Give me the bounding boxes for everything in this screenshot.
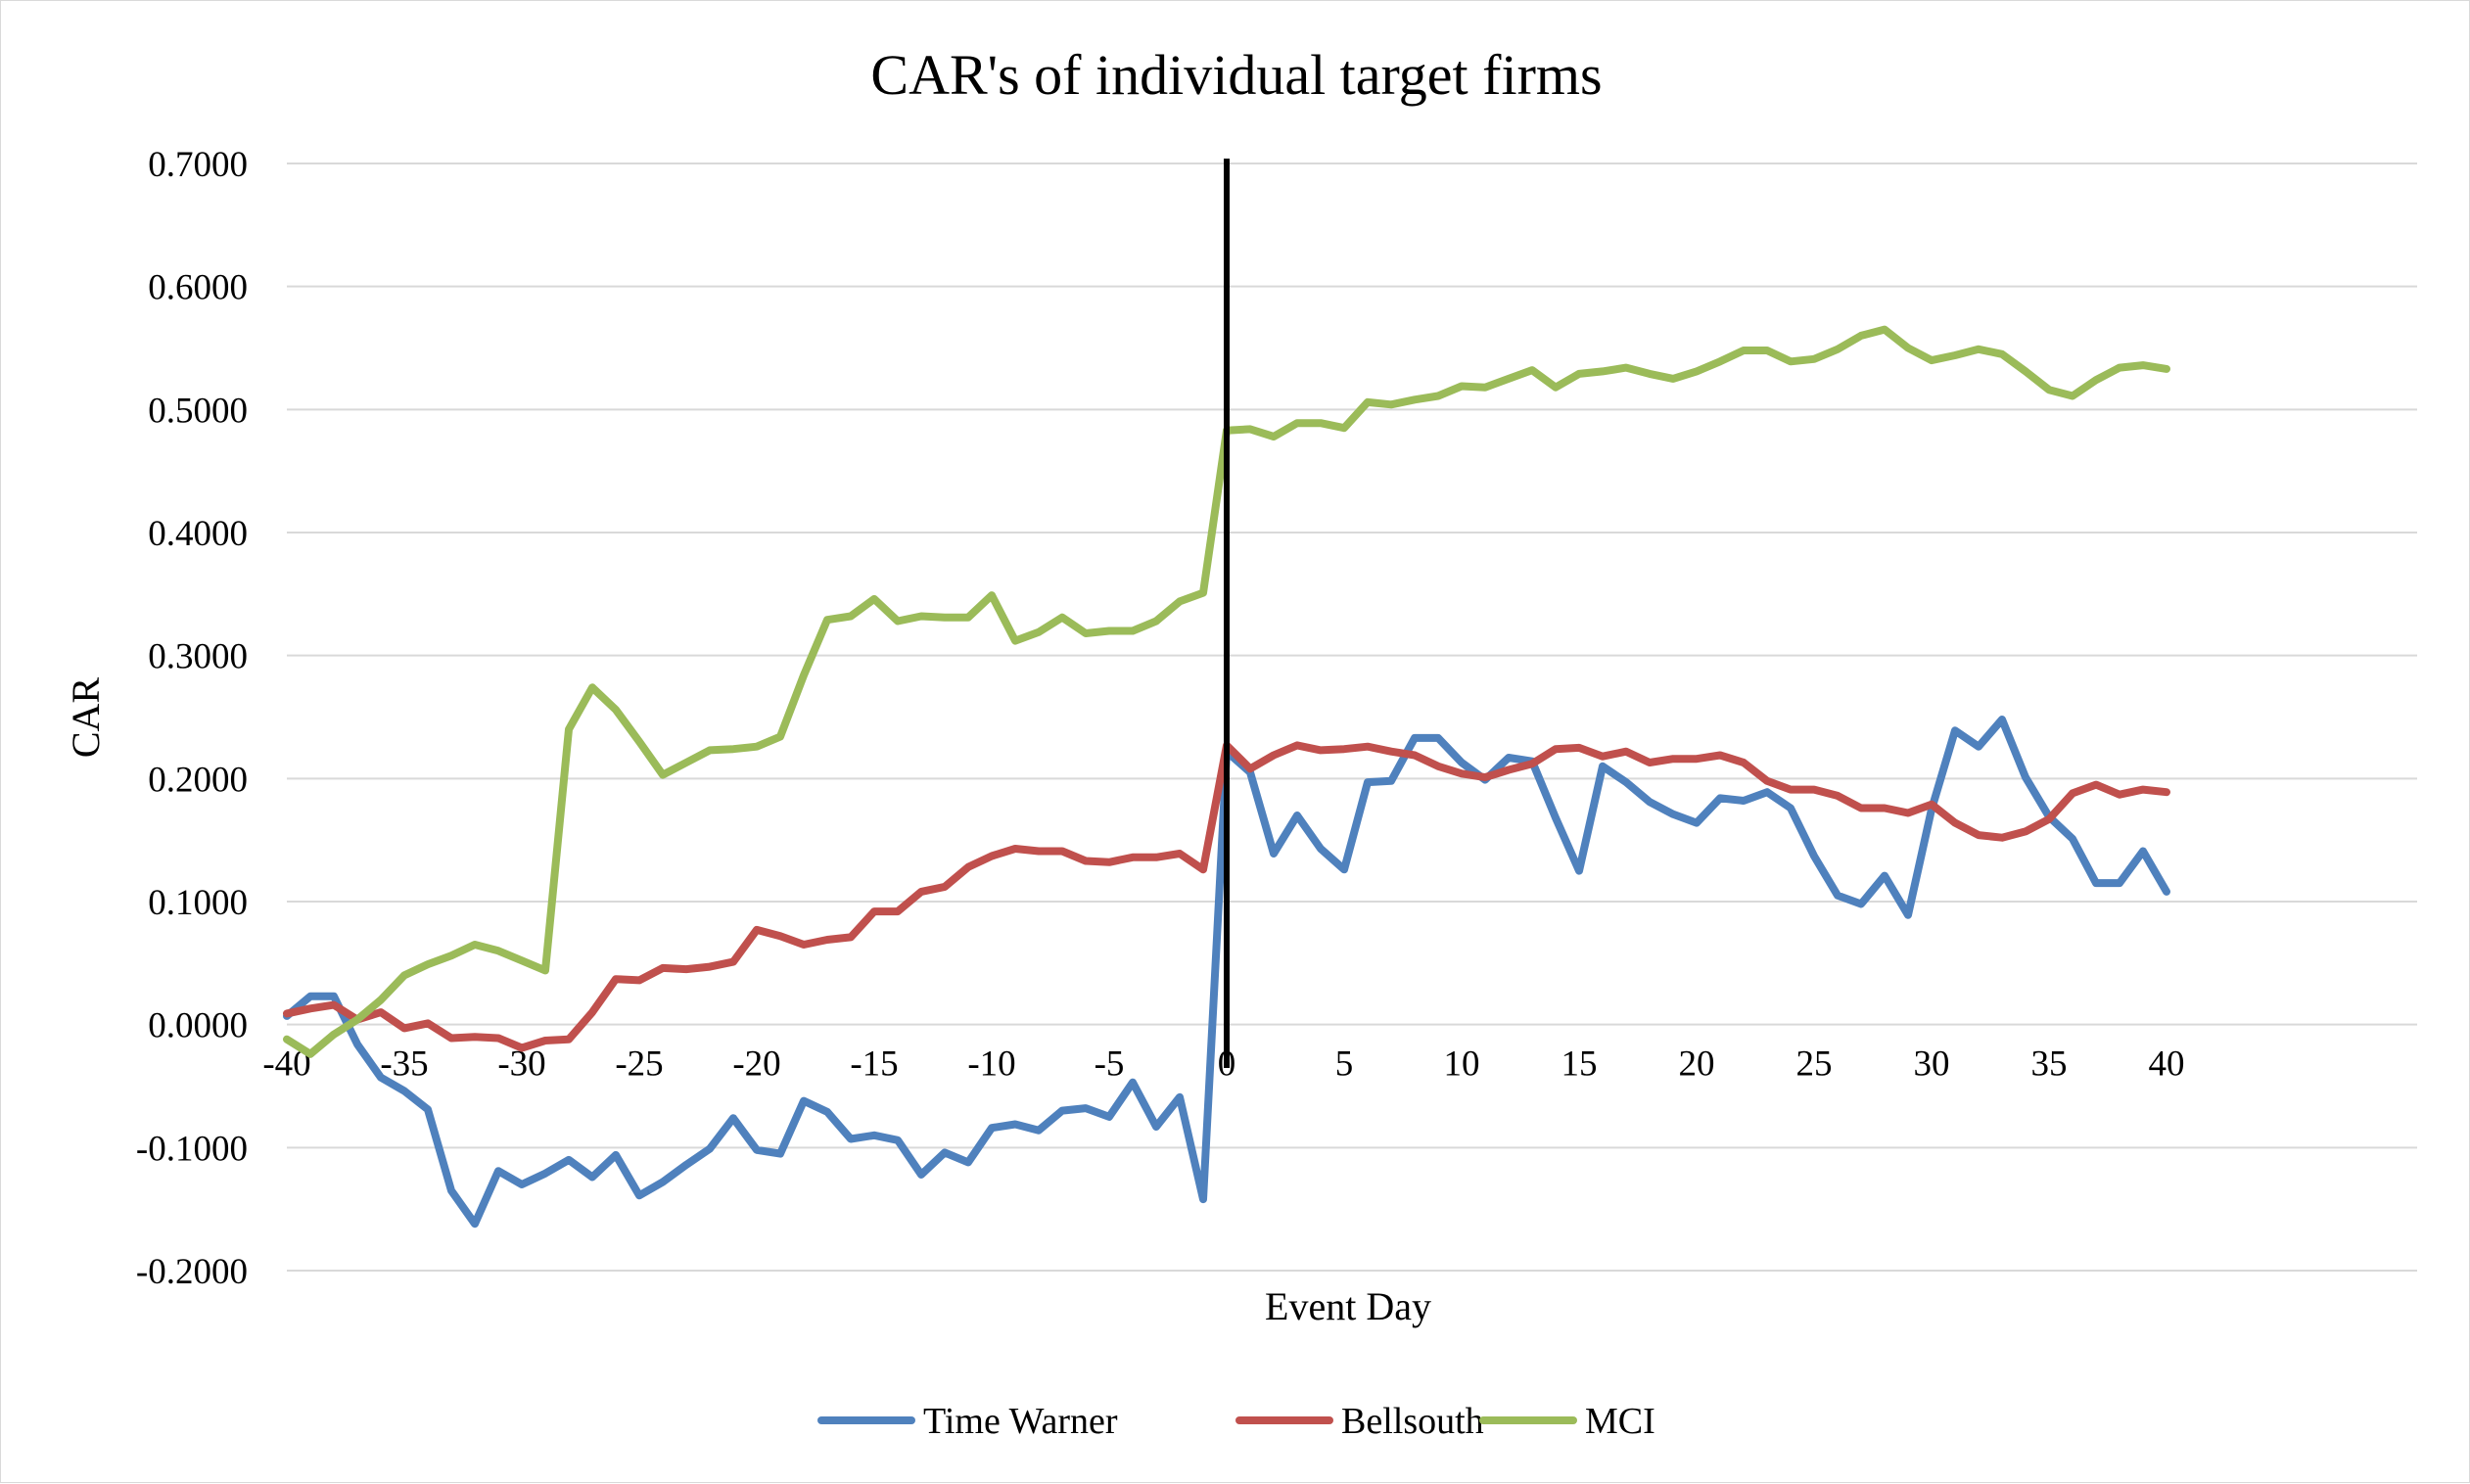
gridlines <box>287 162 2417 1272</box>
y-tick-label: 0.5000 <box>148 391 248 431</box>
x-tick-label: -25 <box>615 1044 663 1085</box>
x-tick-label: -5 <box>1095 1044 1125 1085</box>
legend-label-mci: MCI <box>1585 1401 1655 1442</box>
x-tick-label: 15 <box>1561 1044 1598 1085</box>
x-tick-label: 35 <box>2031 1044 2068 1085</box>
x-tick-label: -15 <box>850 1044 898 1085</box>
y-tick-label: -0.2000 <box>136 1252 248 1292</box>
y-tick-label: 0.0000 <box>148 1006 248 1046</box>
y-axis-tick-labels: 0.7000 0.6000 0.5000 0.4000 0.3000 0.2000 0.10… <box>136 145 248 1292</box>
legend: Time Warner Bellsouth MCI <box>817 1401 1655 1442</box>
x-tick-label: 40 <box>2149 1044 2185 1085</box>
chart-title: CAR's of individual target firms <box>870 43 1602 107</box>
x-tick-label: 10 <box>1444 1044 1480 1085</box>
legend-label-time-warner: Time Warner <box>923 1401 1118 1442</box>
y-tick-label: 0.3000 <box>148 637 248 677</box>
x-tick-label: 25 <box>1796 1044 1833 1085</box>
y-tick-label: 0.4000 <box>148 514 248 554</box>
x-tick-label: -20 <box>732 1044 780 1085</box>
y-tick-label: 0.6000 <box>148 268 248 308</box>
y-tick-label: -0.1000 <box>136 1129 248 1169</box>
x-axis-title: Event Day <box>1265 1284 1431 1328</box>
x-axis-tick-labels: -40-35-30-25-20-15-10-50510152025303540 <box>262 1044 2184 1085</box>
y-tick-label: 0.1000 <box>148 883 248 923</box>
x-tick-label: 5 <box>1335 1044 1354 1085</box>
x-tick-label: 20 <box>1679 1044 1715 1085</box>
legend-label-bellsouth: Bellsouth <box>1341 1401 1484 1442</box>
y-axis-title: CAR <box>64 677 108 759</box>
x-tick-label: -10 <box>967 1044 1015 1085</box>
y-tick-label: 0.2000 <box>148 760 248 800</box>
y-tick-label: 0.7000 <box>148 145 248 185</box>
x-tick-label: 30 <box>1914 1044 1950 1085</box>
